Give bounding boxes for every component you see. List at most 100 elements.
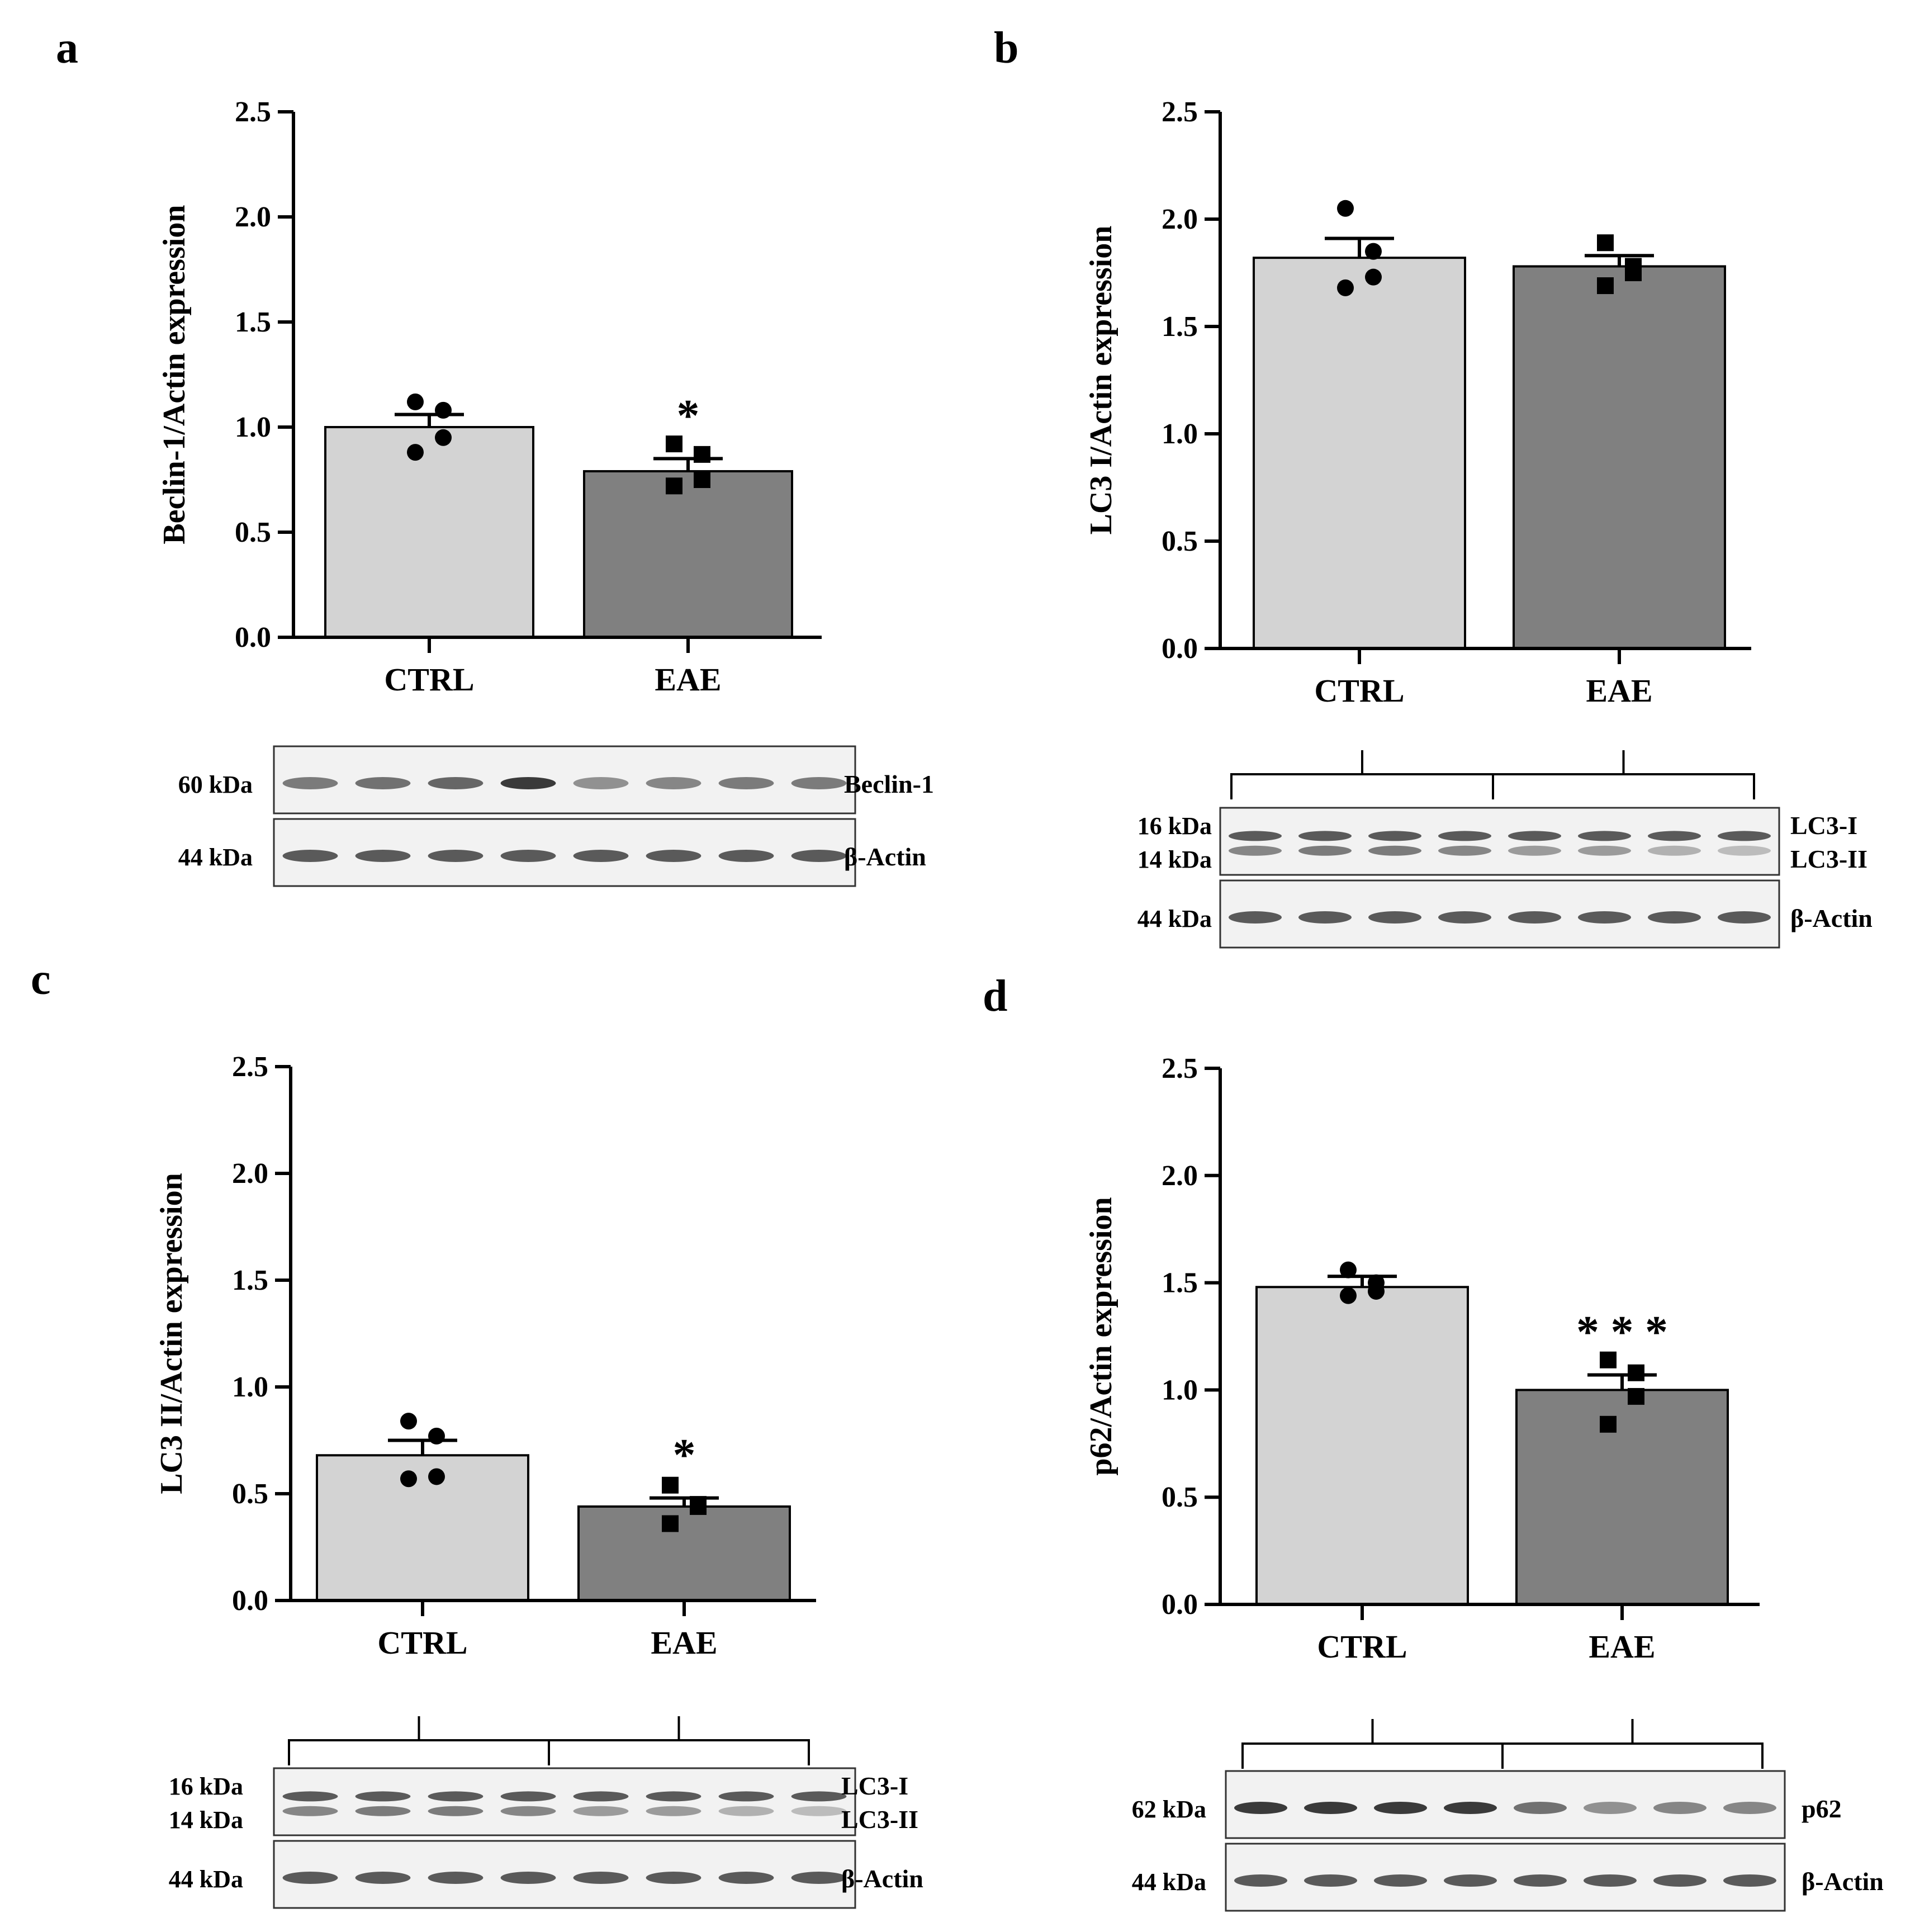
data-point-eae bbox=[666, 477, 682, 495]
blot-panel bbox=[1219, 807, 1780, 876]
blot-band bbox=[1578, 845, 1631, 856]
blot-band bbox=[646, 1806, 701, 1816]
blot-protein-label: β-Actin bbox=[844, 842, 926, 871]
x-tick-label: EAE bbox=[1586, 673, 1652, 709]
y-tick-label: 1.5 bbox=[1162, 1267, 1198, 1299]
group-bracket bbox=[1501, 1742, 1764, 1769]
blot-protein-label: LC3-I bbox=[1790, 811, 1857, 840]
blot-band bbox=[1648, 845, 1701, 856]
data-point-ctrl bbox=[407, 444, 424, 461]
blot-band bbox=[282, 1791, 338, 1802]
data-point-eae bbox=[694, 446, 710, 463]
bar-ctrl bbox=[316, 1454, 529, 1602]
y-tick-label: 2.0 bbox=[1162, 203, 1198, 235]
blot-band bbox=[1718, 845, 1771, 856]
y-tick-label: 1.0 bbox=[1162, 1374, 1198, 1406]
blot-protein-label: p62 bbox=[1802, 1794, 1842, 1823]
blot-band bbox=[1298, 845, 1352, 856]
blot-protein-label: Beclin-1 bbox=[844, 770, 934, 798]
y-axis-label: LC3 II/Actin expression bbox=[154, 1173, 189, 1494]
blot-band bbox=[1648, 911, 1701, 924]
blot-band bbox=[791, 850, 847, 862]
group-bracket bbox=[1492, 773, 1755, 799]
group-bracket bbox=[288, 1739, 550, 1765]
x-tick-label: EAE bbox=[651, 1625, 717, 1661]
blot-band bbox=[282, 850, 338, 862]
data-point-eae bbox=[1600, 1351, 1617, 1368]
data-point-ctrl bbox=[1368, 1282, 1385, 1300]
blot-band bbox=[355, 1872, 411, 1884]
kda-marker: 44 kDa bbox=[1132, 1868, 1206, 1896]
blot-protein-label: LC3-II bbox=[841, 1805, 918, 1834]
data-point-ctrl bbox=[1340, 1287, 1357, 1304]
blot-band bbox=[646, 1872, 701, 1884]
blot-band bbox=[428, 1791, 484, 1802]
y-tick-label: 0.0 bbox=[1162, 633, 1198, 665]
data-point-ctrl bbox=[435, 401, 452, 419]
blot-band bbox=[791, 1791, 847, 1802]
data-point-ctrl bbox=[1340, 1261, 1357, 1278]
blot-band bbox=[1229, 831, 1282, 841]
blot-band bbox=[646, 777, 701, 789]
blot-band bbox=[1718, 831, 1771, 841]
kda-marker: 62 kDa bbox=[1132, 1796, 1206, 1823]
blot-band bbox=[1304, 1802, 1357, 1814]
blot-band bbox=[355, 777, 411, 789]
blot-band bbox=[718, 777, 774, 789]
kda-marker: 14 kDa bbox=[169, 1806, 243, 1834]
blot-protein-label: β-Actin bbox=[1802, 1867, 1884, 1896]
group-bracket bbox=[1230, 773, 1494, 799]
blot-band bbox=[1438, 845, 1491, 856]
blot-band bbox=[428, 1806, 484, 1816]
blot-band bbox=[500, 1791, 556, 1802]
significance-marker: * bbox=[673, 1429, 696, 1480]
blot-band bbox=[573, 1791, 629, 1802]
y-tick-label: 1.0 bbox=[235, 411, 271, 443]
panel-letter: c bbox=[31, 966, 51, 1004]
panel-d: d 0.0 0.5 1.0 1.5 2.0 2.5 p62/Actin expression… bbox=[983, 972, 1884, 1912]
blot-band bbox=[282, 1872, 338, 1884]
blot-band bbox=[1234, 1802, 1287, 1814]
y-tick-label: 0.0 bbox=[235, 622, 271, 654]
x-tick-label: CTRL bbox=[1317, 1628, 1407, 1665]
blot-band bbox=[1723, 1802, 1776, 1814]
blot-band bbox=[1438, 831, 1491, 841]
blot-band bbox=[1374, 1802, 1427, 1814]
y-tick-label: 2.5 bbox=[232, 1051, 268, 1083]
y-tick-label: 0.5 bbox=[235, 517, 271, 548]
kda-marker: 14 kDa bbox=[1137, 846, 1212, 873]
blot-band bbox=[791, 777, 847, 789]
kda-marker: 44 kDa bbox=[1137, 905, 1212, 932]
y-tick-label: 1.5 bbox=[232, 1265, 268, 1296]
bar-eae bbox=[583, 470, 793, 639]
blot-band bbox=[500, 777, 556, 789]
blot-band bbox=[1718, 911, 1771, 924]
blot-band bbox=[1508, 911, 1561, 924]
x-tick-label: EAE bbox=[655, 661, 721, 698]
y-tick-label: 0.5 bbox=[232, 1478, 268, 1510]
data-point-ctrl bbox=[1365, 268, 1382, 286]
blot-protein-label: LC3-I bbox=[841, 1772, 908, 1800]
bar-ctrl bbox=[1253, 257, 1466, 650]
blot-band bbox=[428, 850, 484, 862]
y-tick-label: 1.0 bbox=[1162, 418, 1198, 450]
blot-band bbox=[1578, 831, 1631, 841]
significance-marker: * * * bbox=[1576, 1306, 1668, 1357]
panel-c: c 0.0 0.5 1.0 1.5 2.0 2.5 LC3 II/Actin express… bbox=[31, 966, 923, 1909]
blot-protein-label: LC3-II bbox=[1790, 845, 1867, 873]
blot-band bbox=[1514, 1874, 1567, 1887]
data-point-eae bbox=[1628, 1388, 1644, 1405]
panel-letter: a bbox=[56, 23, 78, 73]
y-axis-label: LC3 I/Actin expression bbox=[1084, 226, 1118, 535]
data-point-ctrl bbox=[435, 429, 452, 446]
blot-band bbox=[718, 1806, 774, 1816]
group-bracket bbox=[548, 1739, 810, 1765]
blot-band bbox=[282, 1806, 338, 1816]
bar-ctrl bbox=[1255, 1286, 1469, 1606]
y-tick-label: 2.5 bbox=[1162, 1053, 1198, 1085]
y-tick-label: 0.0 bbox=[232, 1585, 268, 1617]
blot-band bbox=[1438, 911, 1491, 924]
kda-marker: 44 kDa bbox=[169, 1865, 243, 1893]
group-bracket bbox=[1241, 1742, 1504, 1769]
y-tick-label: 2.0 bbox=[235, 201, 271, 233]
